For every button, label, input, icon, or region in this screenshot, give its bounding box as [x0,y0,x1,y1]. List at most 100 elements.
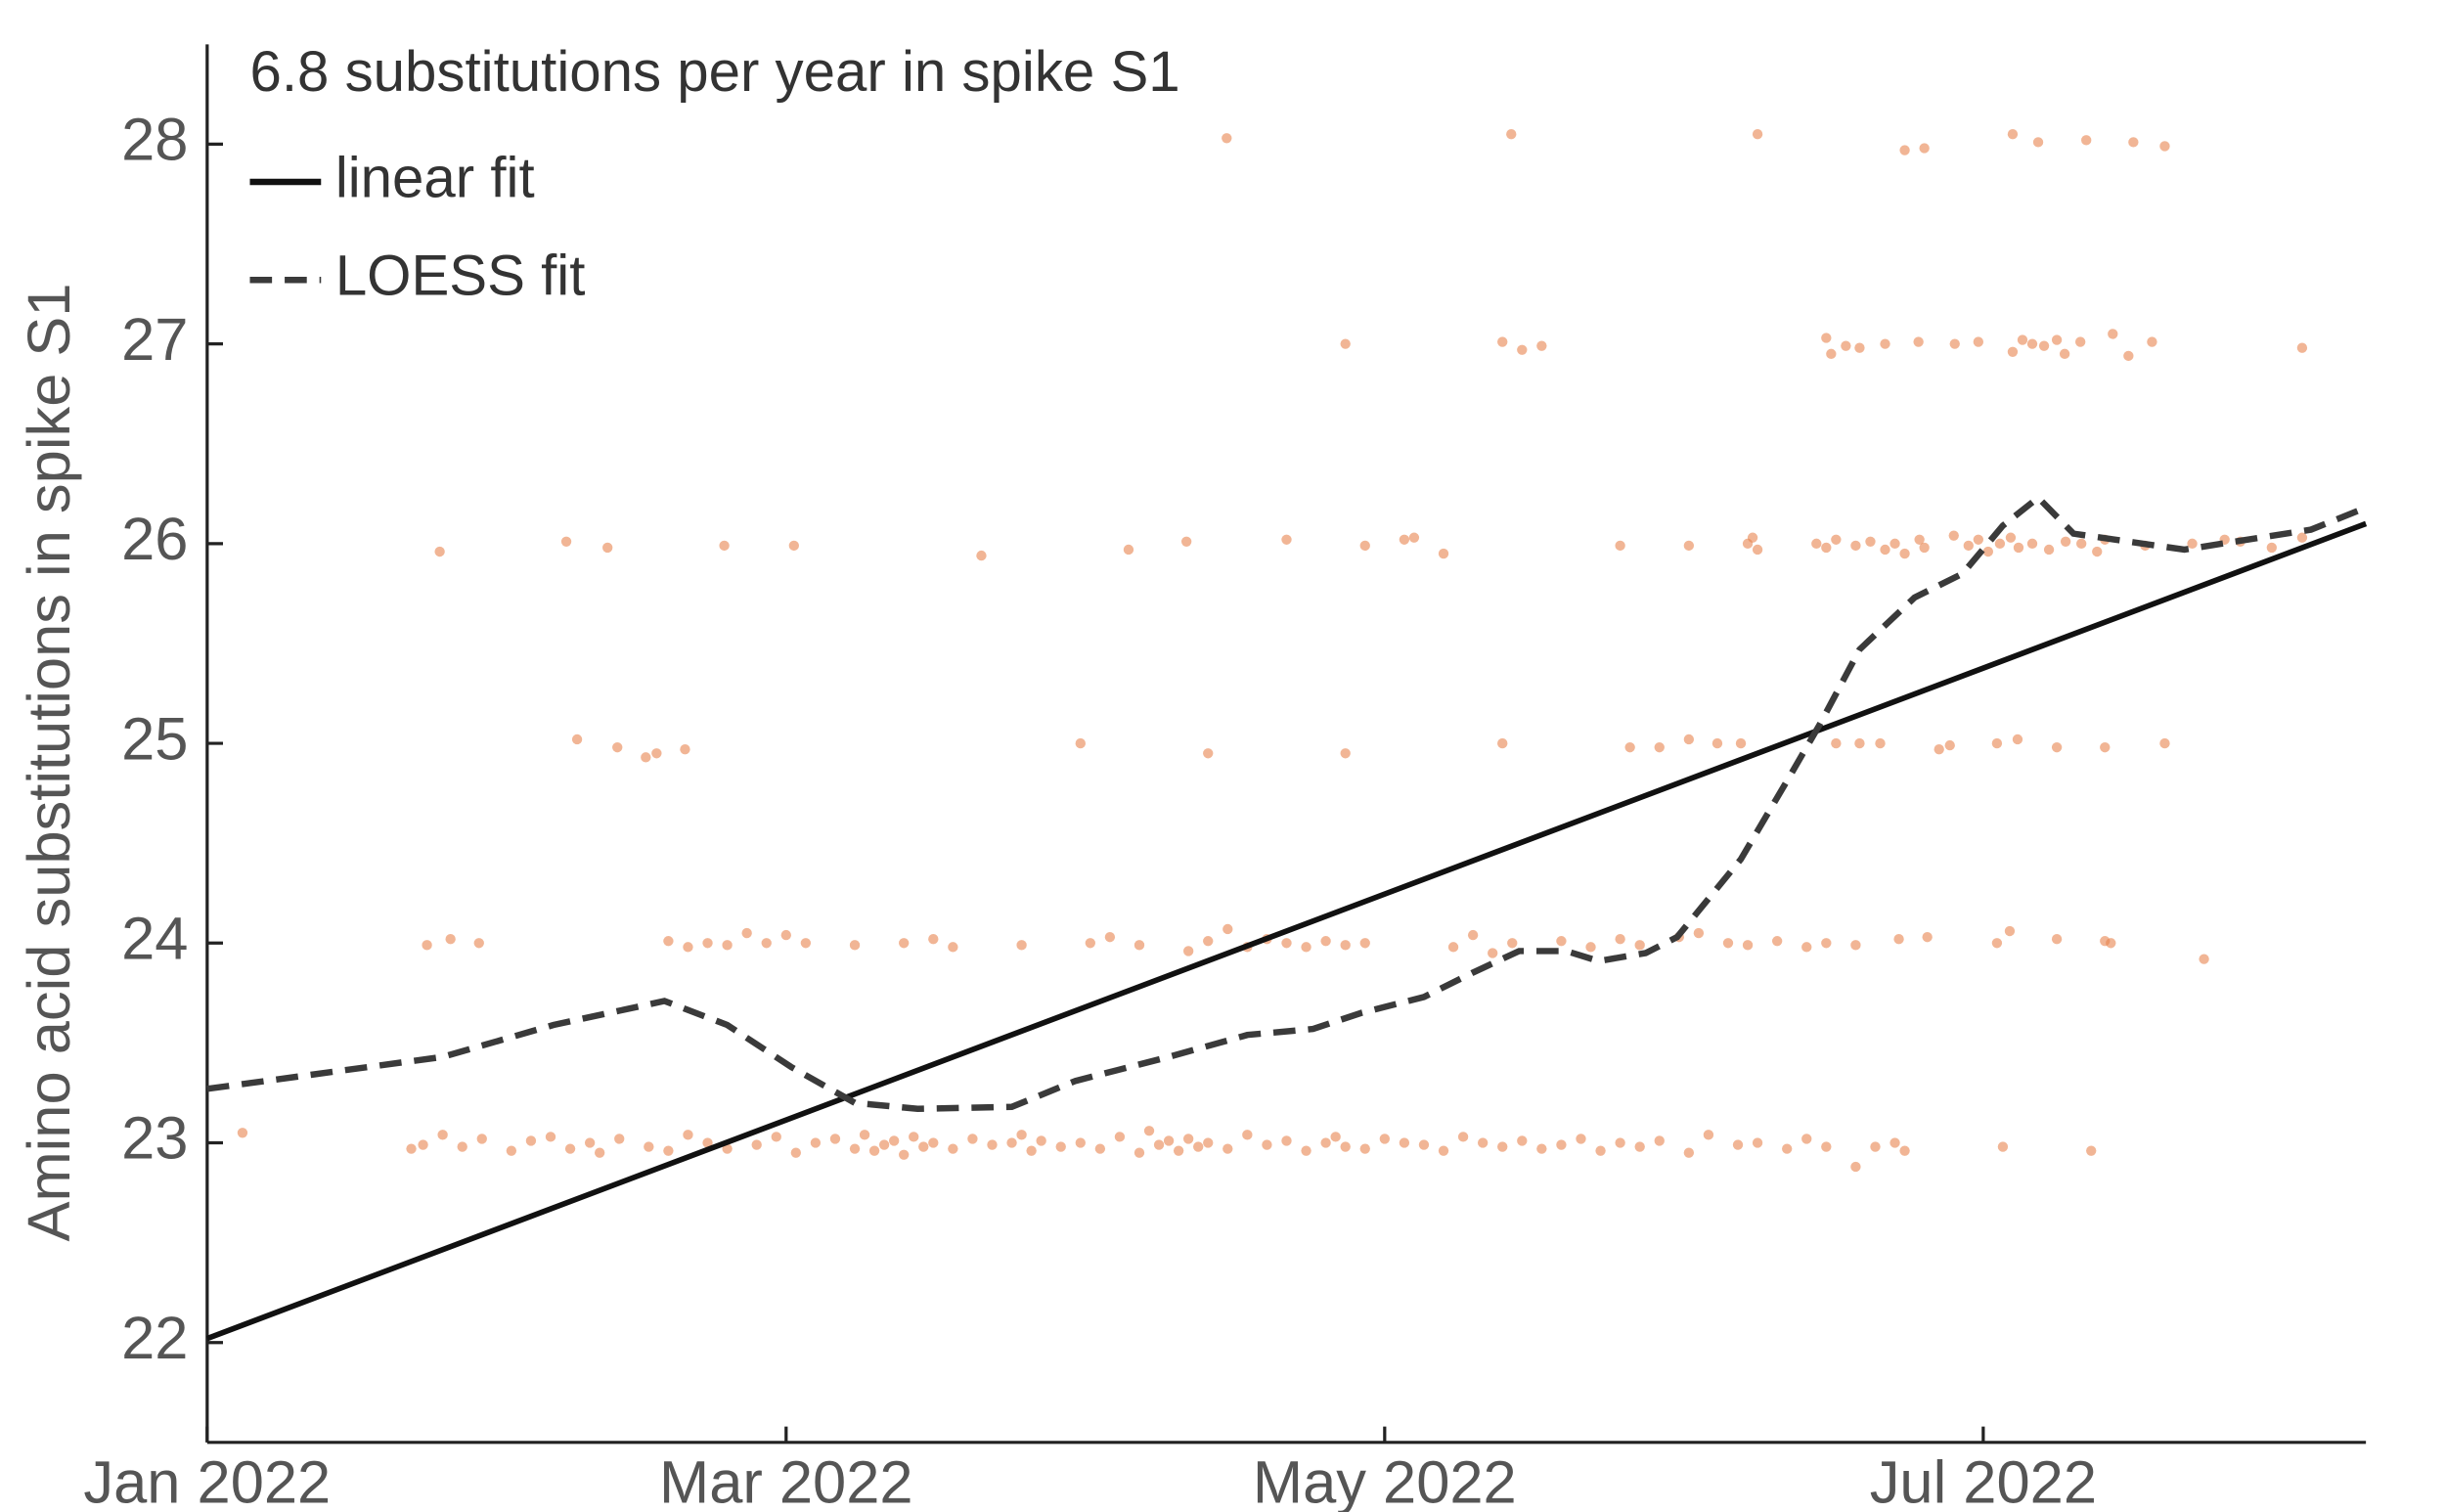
point [683,942,693,953]
point [1180,536,1192,547]
fit-line [205,520,2368,1342]
point [1488,948,1498,958]
point [1854,737,1865,749]
fit-line [206,493,2368,1113]
point [810,1137,822,1148]
point [237,1128,248,1138]
point [1752,1137,1763,1148]
point [2060,536,2071,547]
point [976,550,987,561]
point [2005,532,2017,543]
y-tick-label: 24 [121,906,188,973]
point [1536,340,1547,351]
point [1624,741,1635,753]
point [1301,942,1311,953]
point [1379,1134,1390,1144]
point [1340,1141,1351,1152]
point [545,1132,556,1142]
point [2051,741,2063,753]
point [1497,737,1508,749]
x-tick-label: May 2022 [1253,1448,1517,1512]
point [1735,737,1747,749]
point [1281,938,1292,949]
point [2187,538,2198,550]
point [1875,737,1886,749]
point [1104,931,1116,943]
point [2100,741,2111,753]
point [1075,1137,1086,1148]
point [1821,542,1832,554]
point [741,927,752,939]
point [1408,532,1420,543]
point [2296,342,2308,353]
point [2004,925,2016,937]
point [683,1130,693,1140]
point [1330,1132,1341,1142]
point [644,1141,654,1152]
point [1615,540,1625,552]
point [888,1135,900,1146]
point [1016,1130,1027,1140]
point [1821,333,1832,343]
point [1281,1135,1292,1146]
point [1693,927,1705,939]
point [564,1143,576,1154]
point [506,1145,517,1156]
point [1301,1145,1311,1156]
point [1016,940,1027,951]
point [928,934,939,945]
point [1134,1147,1145,1158]
point [2026,338,2038,349]
point [571,734,583,745]
point [1182,1134,1194,1144]
point [1438,1145,1449,1156]
point [1841,340,1851,351]
point [457,1141,467,1152]
point [473,938,484,949]
point [2017,334,2028,345]
legend-label: linear fit [335,146,535,209]
point [1203,748,1214,759]
point [2075,336,2086,347]
point [1203,936,1214,947]
point [1517,344,1528,355]
point [1683,540,1695,552]
point [899,1149,910,1160]
point [1320,1137,1331,1148]
point [1615,934,1625,945]
point [1615,1137,1625,1148]
point [1919,143,1930,154]
point [418,1139,428,1150]
point [1752,544,1763,556]
point [1654,741,1665,753]
point [1222,133,1232,144]
y-tick-label: 26 [121,506,188,573]
point [918,1141,929,1152]
y-tick-label: 28 [121,107,188,174]
point [422,940,432,951]
point [1399,1137,1410,1148]
point [1507,938,1518,949]
point [1994,538,2006,550]
point [1340,748,1351,759]
point [437,1130,448,1140]
point [2147,336,2157,347]
point [1949,338,1960,349]
point [1438,548,1449,559]
point [2051,934,2063,945]
point [2043,544,2055,556]
point [1831,534,1842,545]
x-tick-label: Jan 2022 [83,1448,331,1512]
point [1982,546,1994,557]
point [445,934,456,945]
point [780,929,791,941]
point [584,1137,596,1148]
point [1094,1143,1106,1154]
point [1801,1134,1812,1144]
y-tick-label: 23 [121,1105,188,1173]
x-tick-label: Jul 2022 [1870,1448,2097,1512]
point [2059,348,2070,360]
point [1865,536,1876,547]
